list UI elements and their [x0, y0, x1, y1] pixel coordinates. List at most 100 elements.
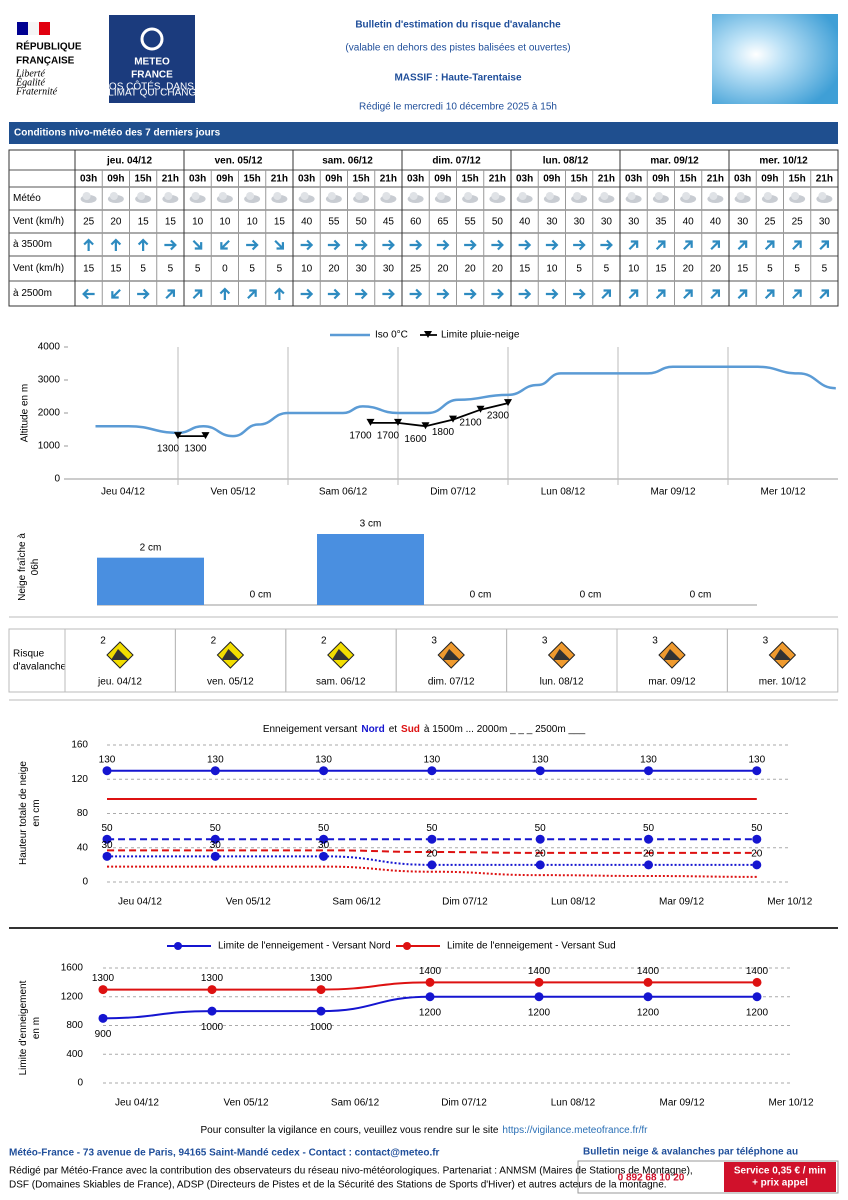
data-label: 20 [426, 849, 438, 860]
weather-icon [818, 192, 827, 200]
hour-label: 03h [189, 174, 206, 185]
price: + prix appel [752, 1178, 808, 1189]
title-part: Sud [401, 724, 420, 735]
credits: DSF (Domaines Skiables de France), ADSP … [9, 1180, 667, 1191]
row-label: Vent (km/h) [13, 216, 64, 227]
phone-number: 0 892 68 10 20 [618, 1173, 685, 1184]
wind-speed: 15 [110, 264, 122, 275]
marker [425, 992, 435, 1002]
data-label: 130 [315, 754, 332, 765]
wind-arrow [327, 239, 341, 251]
wind-arrow [409, 239, 423, 251]
weather-icon [763, 192, 772, 200]
wind-speed: 10 [301, 264, 313, 275]
series-line [95, 365, 836, 438]
wind-arrow [111, 288, 121, 299]
day-header: dim. 07/12 [432, 156, 481, 167]
day-header: mer. 10/12 [759, 156, 808, 167]
data-label: 30 [101, 840, 113, 851]
data-label: 130 [207, 754, 224, 765]
risk-mountain [221, 649, 240, 660]
wind-arrow [764, 240, 775, 251]
data-label: 130 [640, 754, 657, 765]
risk-date: mer. 10/12 [759, 677, 807, 688]
wind-speed: 40 [519, 217, 531, 228]
data-label: 1300 [310, 973, 333, 984]
data-label: 130 [532, 754, 549, 765]
x-tick-label: Mer 10/12 [760, 487, 805, 498]
wind-arrow [327, 288, 341, 300]
data-label: 30 [210, 840, 222, 851]
weather-icon [273, 192, 282, 200]
risk-mountain [111, 649, 129, 660]
marker [535, 860, 545, 870]
risk-box [726, 628, 839, 693]
series-line [106, 865, 757, 878]
legend-marker [424, 331, 432, 338]
vigilance-text: Pour consulter la vigilance en cours, ve… [200, 1125, 648, 1136]
wind-speed: 10 [192, 217, 204, 228]
wind-speed: 25 [83, 217, 95, 228]
x-tick-label: Ven 05/12 [223, 1098, 268, 1109]
risk-mountain [663, 649, 681, 660]
weather-icon [491, 192, 500, 200]
wind-arrow [382, 239, 395, 251]
x-tick-label: Ven 05/12 [210, 487, 255, 498]
risk-date: mar. 09/12 [648, 677, 696, 688]
wind-arrow [464, 288, 477, 300]
vigilance-link[interactable]: https://vigilance.meteofrance.fr/fr [502, 1125, 648, 1136]
marker [643, 992, 653, 1002]
data-label: 1400 [746, 966, 769, 977]
data-label: 1000 [310, 1022, 333, 1033]
wind-speed: 0 [222, 264, 228, 275]
wind-speed: 30 [546, 217, 558, 228]
data-label: 1200 [746, 1007, 769, 1018]
wind-speed: 65 [437, 217, 449, 228]
marker [210, 834, 220, 844]
y-tick-label: 3000 [38, 375, 61, 386]
wind-speed: 25 [410, 264, 422, 275]
wind-speed: 45 [383, 217, 395, 228]
wind-speed: 5 [604, 264, 610, 275]
risk-level: 3 [542, 636, 548, 647]
marker [752, 834, 762, 844]
chart-title: Enneigement versant Nord et Sud à 1500m ... … [263, 724, 586, 735]
logo-tagline: CLIMAT QUI CHANGE [101, 88, 203, 99]
hour-label: 15h [462, 174, 479, 185]
wind-speed: 30 [601, 217, 613, 228]
section-bar [9, 122, 838, 144]
data-label: 2300 [487, 411, 510, 422]
hour-label: 03h [734, 174, 751, 185]
wind-arrow [464, 239, 477, 251]
credits: Rédigé par Météo-France avec la contribu… [9, 1166, 693, 1177]
marker [644, 766, 653, 776]
day-header: ven. 05/12 [215, 156, 263, 167]
wind-speed: 20 [328, 264, 340, 275]
risk-level: 3 [652, 636, 658, 647]
hour-label: 09h [543, 174, 560, 185]
x-tick-label: Mer 10/12 [767, 897, 812, 908]
data-label: 50 [751, 823, 763, 834]
wind-arrow [300, 239, 314, 251]
data-label: 1300 [92, 973, 115, 984]
logo-text: FRANCE [131, 70, 173, 81]
wind-speed: 60 [410, 217, 422, 228]
written-date: Rédigé le mercredi 10 décembre 2025 à 15… [359, 102, 557, 113]
data-label: 1700 [349, 431, 372, 442]
hour-label: 09h [325, 174, 342, 185]
data-label: 130 [424, 754, 441, 765]
marker [643, 977, 653, 987]
wind-speed: 20 [437, 264, 449, 275]
wind-arrow [819, 289, 830, 300]
wind-arrow [628, 240, 639, 251]
wind-arrow [737, 289, 748, 300]
data-label: 1400 [419, 966, 442, 977]
hour-label: 21h [707, 174, 724, 185]
data-label: 50 [535, 823, 547, 834]
wind-speed: 15 [165, 217, 177, 228]
marker [207, 1006, 217, 1016]
data-label: 1200 [637, 1007, 660, 1018]
y-tick-label: 1000 [38, 441, 61, 452]
data-label: 1200 [528, 1007, 551, 1018]
